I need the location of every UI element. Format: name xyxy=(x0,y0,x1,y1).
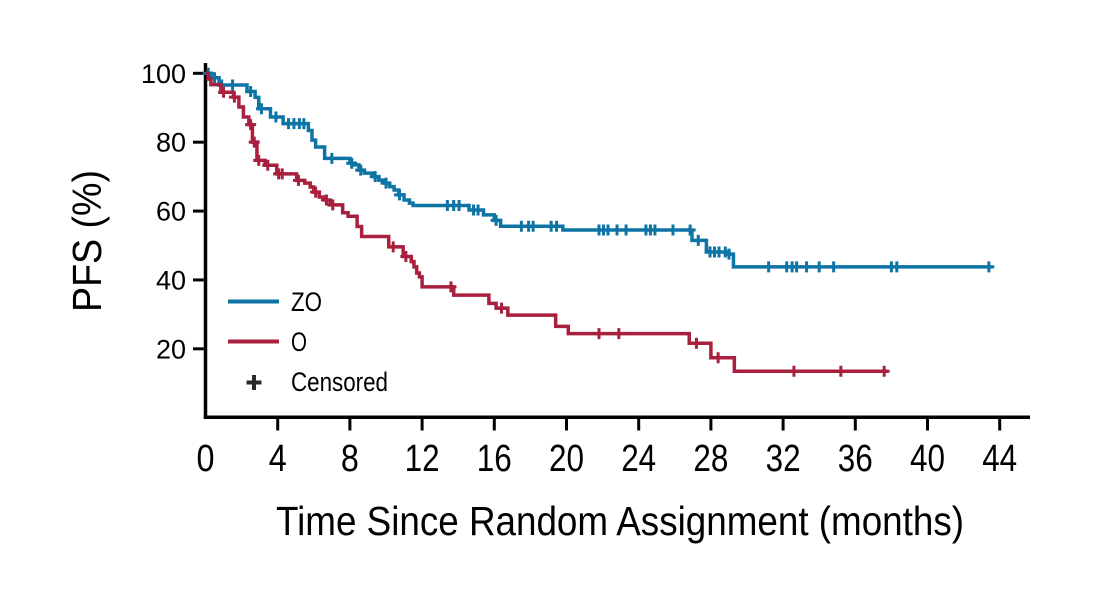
censor-mark xyxy=(551,220,563,232)
censor-mark xyxy=(255,103,267,115)
censor-mark xyxy=(298,118,310,130)
censor-marks-o xyxy=(218,86,890,377)
censor-mark xyxy=(346,157,358,169)
censor-mark xyxy=(788,365,800,377)
legend: ZO O Censored xyxy=(228,287,388,397)
censor-mark xyxy=(983,261,995,273)
censor-mark xyxy=(355,164,367,176)
km-step-line-zo xyxy=(205,71,993,269)
censor-marks-zo xyxy=(202,67,995,273)
censor-mark xyxy=(445,281,457,293)
censor-mark xyxy=(649,224,661,236)
censor-mark xyxy=(891,261,903,273)
x-tick-label: 40 xyxy=(910,438,945,480)
censor-mark xyxy=(527,220,539,232)
survival-curves xyxy=(202,67,995,377)
x-tick-label: 28 xyxy=(693,438,728,480)
x-tick-label: 24 xyxy=(621,438,656,480)
x-tick-label: 44 xyxy=(982,438,1017,480)
censor-mark xyxy=(496,302,508,314)
censor-mark xyxy=(791,261,803,273)
censor-mark xyxy=(369,171,381,183)
censor-mark xyxy=(593,328,605,340)
censor-mark xyxy=(253,154,265,166)
x-tick-label: 4 xyxy=(269,438,287,480)
y-tick-label: 40 xyxy=(156,265,186,295)
km-step-line-o xyxy=(205,71,888,373)
censor-mark xyxy=(400,251,412,263)
censor-mark xyxy=(218,86,230,98)
censor-mark xyxy=(387,241,399,253)
y-tick-label: 80 xyxy=(156,128,186,158)
censor-mark xyxy=(270,111,282,123)
censor-mark xyxy=(292,174,304,186)
censor-mark xyxy=(667,224,679,236)
censor-mark xyxy=(228,91,240,103)
censor-mark xyxy=(690,337,702,349)
y-axis-title: PFS (%) xyxy=(64,170,110,312)
censor-mark xyxy=(692,234,704,246)
legend-label-zo: ZO xyxy=(291,287,322,317)
censor-mark xyxy=(813,261,825,273)
y-tick-label: 20 xyxy=(156,334,186,364)
censor-mark xyxy=(878,365,890,377)
censor-mark xyxy=(613,328,625,340)
censor-mark xyxy=(276,168,288,180)
censor-mark xyxy=(723,248,735,260)
censor-mark xyxy=(763,261,775,273)
legend-censored-plus-icon xyxy=(246,375,262,390)
censor-mark xyxy=(327,199,339,211)
legend-label-censored: Censored xyxy=(291,367,388,397)
censor-mark xyxy=(620,224,632,236)
x-tick-label: 8 xyxy=(341,438,359,480)
censor-mark xyxy=(828,261,840,273)
x-axis-title: Time Since Random Assignment (months) xyxy=(276,498,964,544)
x-tick-label: 12 xyxy=(405,438,440,480)
x-tick-label: 36 xyxy=(838,438,873,480)
censor-mark xyxy=(262,159,274,171)
x-tick-label: 0 xyxy=(197,438,215,480)
censor-mark xyxy=(712,352,724,364)
censor-mark xyxy=(248,136,260,148)
censor-mark xyxy=(472,204,484,216)
censor-mark xyxy=(245,119,257,131)
y-tick-label: 100 xyxy=(141,59,186,89)
censor-mark xyxy=(380,177,392,189)
censor-mark xyxy=(490,214,502,226)
censor-mark xyxy=(801,261,813,273)
censor-mark xyxy=(245,86,257,98)
censor-mark xyxy=(310,186,322,198)
axes: 20 40 60 80 100 0 4 8 12 16 20 24 28 32 36 40 44 xyxy=(141,59,1030,480)
y-tick-label: 60 xyxy=(156,197,186,227)
censor-mark xyxy=(326,152,338,164)
censor-mark xyxy=(453,200,465,212)
x-tick-label: 16 xyxy=(477,438,512,480)
censor-mark xyxy=(835,365,847,377)
legend-label-o: O xyxy=(291,327,307,357)
x-tick-label: 32 xyxy=(766,438,801,480)
x-tick-label: 20 xyxy=(549,438,584,480)
censor-mark xyxy=(320,194,332,206)
censor-mark xyxy=(227,79,239,91)
censor-mark xyxy=(394,189,406,201)
censor-mark xyxy=(684,224,696,236)
